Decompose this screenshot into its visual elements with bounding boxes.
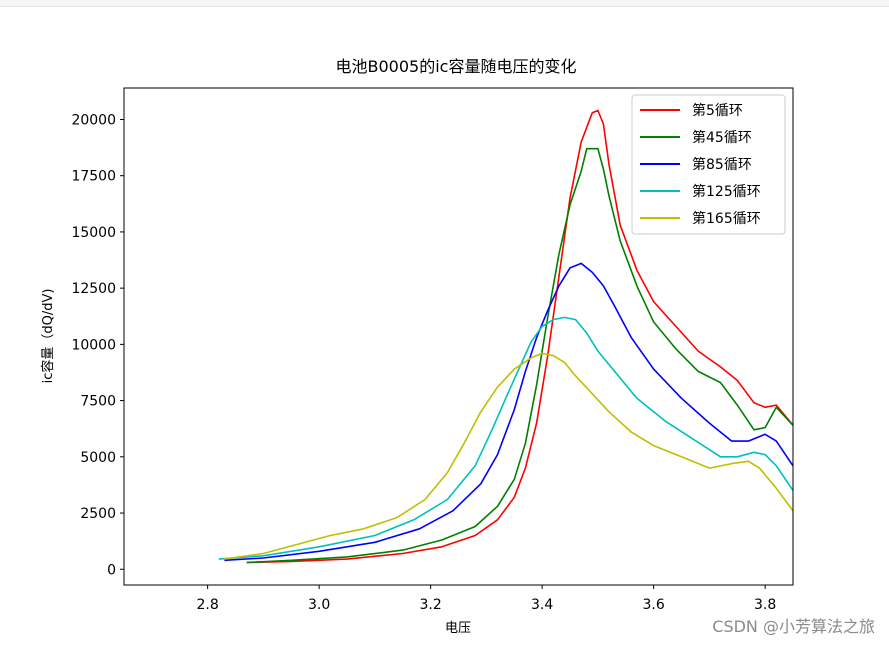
series-layer <box>218 109 793 564</box>
plot-frame <box>123 87 794 586</box>
series-line-4 <box>218 316 793 560</box>
x-axis: 2.8 3.0 3.2 3.4 3.6 3.8 <box>196 585 776 613</box>
watermark: CSDN @小芳算法之旅 <box>712 617 875 636</box>
y-tick-label: 17500 <box>71 169 116 185</box>
legend-label: 第85循环 <box>692 156 752 173</box>
y-tick-label: 0 <box>107 562 116 578</box>
x-tick-label: 2.8 <box>196 597 218 613</box>
legend-label: 第5循环 <box>692 102 743 119</box>
x-axis-label: 电压 <box>445 621 471 636</box>
series-line-3 <box>224 262 793 562</box>
legend-label: 第125循环 <box>692 183 761 200</box>
y-tick-label: 15000 <box>71 225 116 241</box>
y-tick-label: 5000 <box>80 450 116 466</box>
series-line-1 <box>246 109 793 564</box>
legend-label: 第45循环 <box>692 129 752 146</box>
series-line-2 <box>246 147 793 564</box>
x-tick-label: 3.6 <box>642 597 664 613</box>
y-tick-label: 12500 <box>71 281 116 297</box>
x-tick-label: 3.8 <box>754 597 776 613</box>
browser-top-strip <box>0 0 889 7</box>
legend-label: 第165循环 <box>692 210 761 227</box>
x-tick-label: 3.2 <box>419 597 441 613</box>
y-tick-label: 20000 <box>71 112 116 128</box>
x-tick-label: 3.0 <box>308 597 330 613</box>
y-tick-label: 10000 <box>71 337 116 353</box>
chart-title: 电池B0005的ic容量随电压的变化 <box>336 57 577 76</box>
legend-box <box>631 94 786 235</box>
y-axis: 0 2500 5000 7500 10000 12500 15000 17500 20000 <box>71 112 124 578</box>
y-tick-label: 2500 <box>80 506 116 522</box>
series-line-5 <box>224 352 793 560</box>
x-tick-label: 3.4 <box>531 597 553 613</box>
y-axis-label: ic容量（dQ/dV) <box>40 289 56 384</box>
y-tick-label: 7500 <box>80 394 116 410</box>
